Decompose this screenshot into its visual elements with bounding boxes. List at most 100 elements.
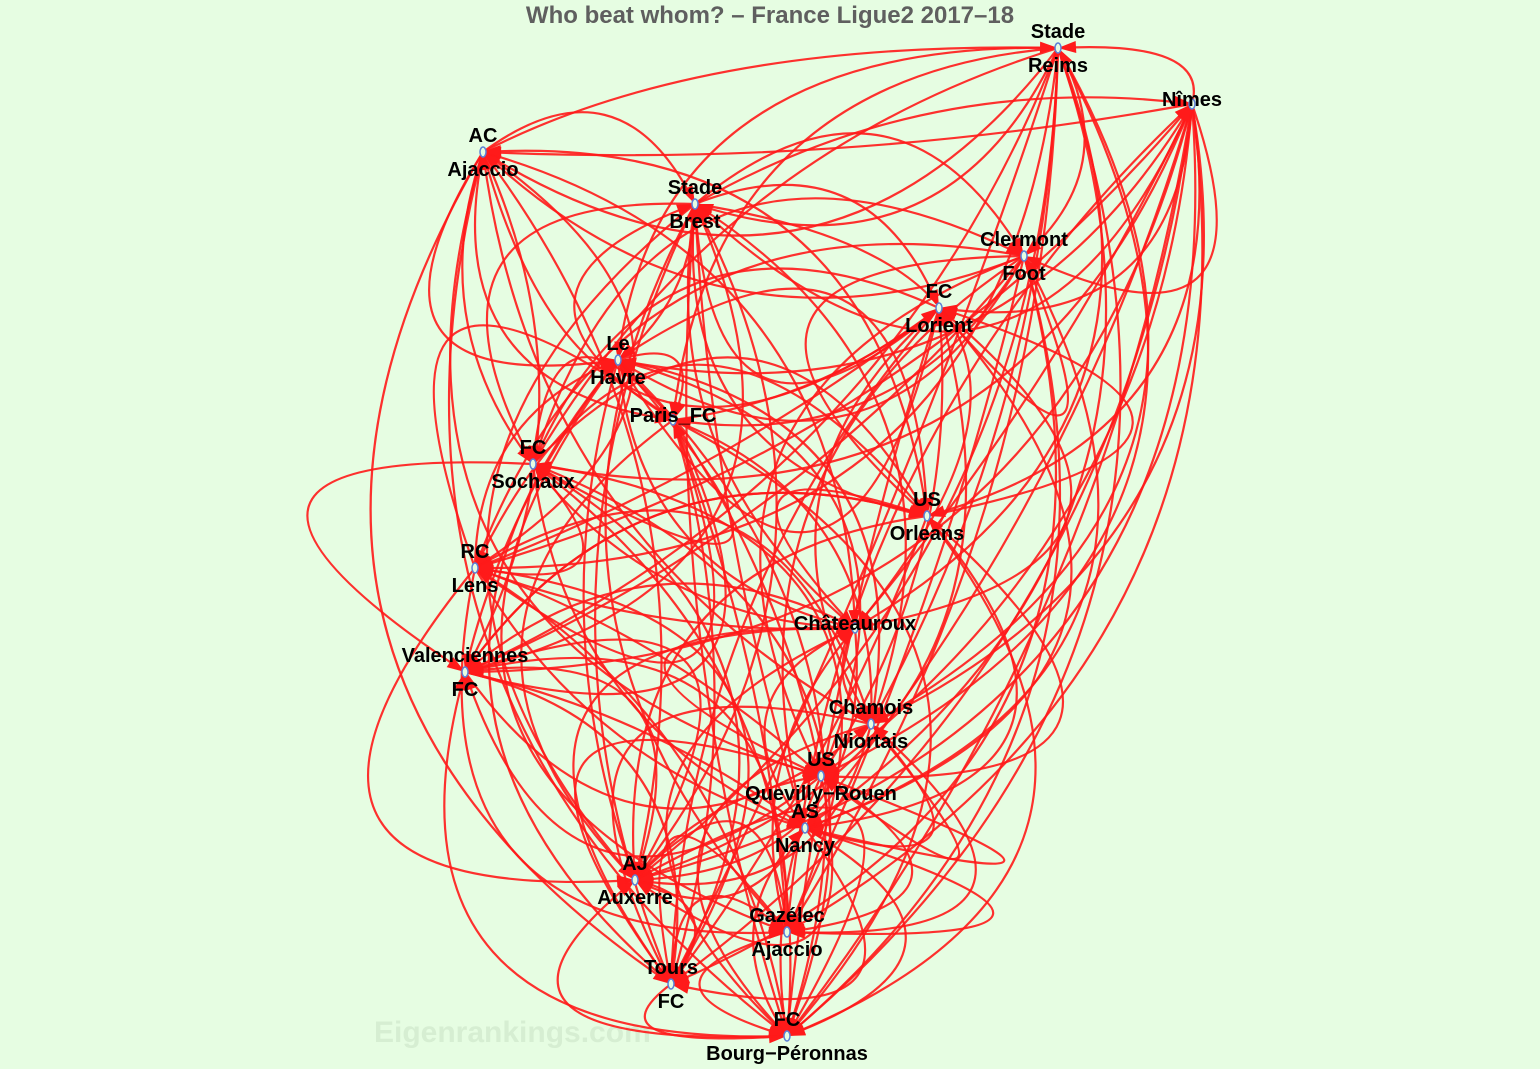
edge-win xyxy=(694,47,1059,227)
node-marker xyxy=(631,874,639,886)
edge-arrowhead xyxy=(465,672,477,691)
edge-win xyxy=(532,46,1059,465)
node-marker xyxy=(1020,250,1028,262)
edge-win xyxy=(694,96,1193,205)
diagram-title: Who beat whom? – France Ligue2 2017–18 xyxy=(525,2,1015,29)
team-label-top: US xyxy=(807,749,835,771)
edge-win xyxy=(694,202,972,629)
edge-win xyxy=(804,47,1108,829)
team-label-bottom: Orleans xyxy=(890,523,964,545)
edge-win xyxy=(464,670,679,985)
edge-arrowhead xyxy=(475,549,489,568)
edge-arrowhead xyxy=(770,1018,787,1036)
edge-arrowhead xyxy=(483,152,501,169)
edge-win xyxy=(474,419,716,664)
team-label-bottom: Auxerre xyxy=(597,887,673,909)
edge-win xyxy=(634,627,858,882)
edge-win xyxy=(617,358,881,725)
team-label-bottom: Ajaccio xyxy=(447,159,518,181)
team-node: Stade Brest xyxy=(668,177,722,233)
edge-arrowhead xyxy=(769,915,787,932)
nodes: Stade Reims Nîmes AC Ajaccio Stade Brest Clermo… xyxy=(402,21,1222,1065)
edge-arrowhead xyxy=(617,880,635,896)
edge-win xyxy=(464,47,1060,674)
edge-win xyxy=(532,463,741,985)
edge-arrowhead xyxy=(838,628,855,646)
edge-win xyxy=(474,566,750,985)
edge-win xyxy=(464,656,789,933)
edge-win xyxy=(482,151,1025,299)
team-label-bottom: Niortais xyxy=(834,731,908,753)
edge-win xyxy=(482,149,929,517)
edge-win xyxy=(617,287,929,517)
edge-win xyxy=(820,307,944,777)
edge-arrowhead xyxy=(1005,242,1024,256)
edge-win xyxy=(698,930,788,1038)
team-label-bottom: Havre xyxy=(590,367,646,389)
edge-win xyxy=(474,567,789,1037)
node-marker xyxy=(935,302,943,314)
team-node: Chamois Niortais xyxy=(829,697,913,753)
edge-win xyxy=(775,488,928,629)
edge-win xyxy=(473,243,1025,569)
team-node: Tours FC xyxy=(644,957,698,1013)
team-label-bottom: Lorient xyxy=(905,315,973,337)
edge-win xyxy=(665,626,856,1037)
edge-win xyxy=(443,671,788,1038)
edge-win xyxy=(672,255,1025,427)
team-label-top: AC xyxy=(469,125,498,147)
edge-arrowhead xyxy=(1058,41,1077,54)
edge-win xyxy=(786,515,1037,1038)
edge-win xyxy=(771,627,856,933)
edge-win xyxy=(804,723,935,848)
node-marker xyxy=(461,666,469,678)
edge-win xyxy=(532,462,843,933)
node-marker xyxy=(867,718,875,730)
edge-win xyxy=(804,307,1073,830)
edge-win xyxy=(617,358,862,777)
edge-arrowhead xyxy=(1024,256,1043,269)
edge-win xyxy=(669,894,788,985)
edge-win xyxy=(820,515,1065,779)
edge-win xyxy=(634,878,697,985)
edge-win xyxy=(786,723,977,934)
node-marker xyxy=(783,926,791,938)
edge-win xyxy=(482,47,1059,237)
edge-win xyxy=(786,47,1060,933)
edge-win xyxy=(474,363,928,569)
team-node: Gazélec Ajaccio xyxy=(749,905,825,961)
edge-arrowhead xyxy=(681,185,695,204)
edge-win xyxy=(464,255,1025,674)
edge-arrowhead xyxy=(921,308,939,324)
edge-win xyxy=(474,566,822,777)
edge-arrowhead xyxy=(859,705,872,724)
edge-win xyxy=(752,827,806,1037)
edge-win xyxy=(694,183,941,309)
edge-win xyxy=(658,834,788,985)
edge-win xyxy=(474,307,940,570)
edge-win xyxy=(763,626,856,829)
edge-win xyxy=(804,254,1025,517)
team-node: AJ Auxerre xyxy=(597,853,673,909)
edge-arrowhead xyxy=(787,1017,802,1036)
team-label-top: FC xyxy=(926,281,953,303)
team-label-top: US xyxy=(913,489,941,511)
edge-win xyxy=(464,203,744,674)
edge-win xyxy=(672,418,873,725)
edge-arrowhead xyxy=(1009,237,1024,256)
edge-win xyxy=(464,666,658,881)
edge-win xyxy=(611,705,872,985)
edge-win xyxy=(474,509,873,725)
edge-arrowhead xyxy=(627,861,640,880)
edge-arrowhead xyxy=(533,464,552,477)
edge-arrowhead xyxy=(519,445,533,464)
team-label-bottom: Sochaux xyxy=(491,471,574,493)
edge-win xyxy=(482,150,857,629)
edge-arrowhead xyxy=(483,144,502,157)
team-label-top: FC xyxy=(774,1009,801,1031)
team-node: Paris_FC xyxy=(630,405,717,427)
edge-win xyxy=(616,359,856,630)
edge-win xyxy=(532,462,832,1037)
edge-win xyxy=(786,775,914,934)
